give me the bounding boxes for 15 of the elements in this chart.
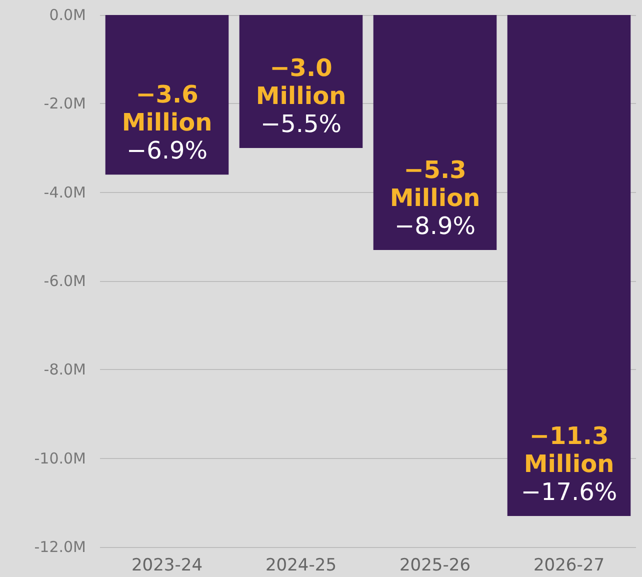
data-label: −11.3 Million −17.6% (520, 422, 618, 506)
x-tick-label: 2025-26 (399, 556, 471, 576)
y-tick-label: 0.0M (49, 6, 86, 24)
x-tick-label: 2024-25 (265, 556, 337, 576)
y-tick-label: -8.0M (44, 360, 86, 379)
y-tick-label: -10.0M (34, 449, 86, 468)
data-label: −3.6 Million −6.9% (122, 80, 212, 165)
data-label: −3.0 Million −5.5% (256, 54, 346, 138)
data-label: −5.3 Million −8.9% (390, 156, 480, 240)
y-tick-label: -4.0M (44, 183, 86, 202)
x-tick-label: 2023-24 (131, 556, 203, 576)
x-tick-label: 2026-27 (533, 556, 605, 576)
y-tick-label: -2.0M (44, 94, 86, 113)
y-tick-label: -6.0M (44, 272, 86, 290)
y-tick-label: -12.0M (34, 538, 86, 556)
